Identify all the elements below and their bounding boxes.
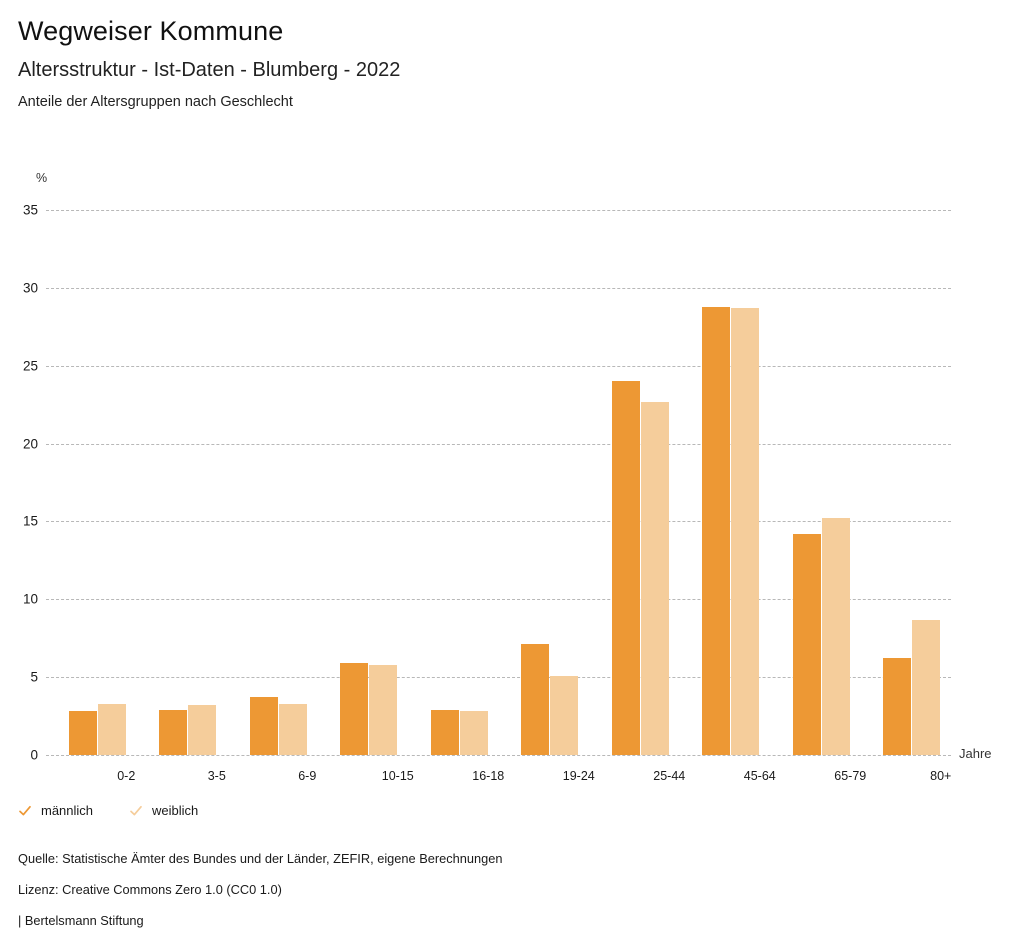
bar-weiblich-25-44[interactable] [640,401,669,755]
bar-weiblich-80+[interactable] [912,619,941,755]
gridline [46,210,951,211]
legend-item-label: männlich [41,803,94,818]
y-axis-tick-label: 5 [30,669,38,685]
bar-group: 19-24 [521,210,595,783]
bar-group: 6-9 [249,210,316,783]
bar-männlich-65-79[interactable] [792,533,821,755]
bar-group: 10-15 [340,210,414,783]
x-axis-tick-label: 45-64 [743,769,776,783]
bar-weiblich-0-2[interactable] [97,703,126,755]
bar-group: 45-64 [702,210,776,783]
bar-männlich-80+[interactable] [883,658,912,755]
y-axis-tick-label: 15 [22,513,38,529]
bar-männlich-6-9[interactable] [249,697,278,755]
bar-group: 25-44 [611,210,685,783]
chart-legend: männlich weiblich [18,803,198,818]
bar-group: 3-5 [159,210,226,783]
chart-header: Wegweiser Kommune Altersstruktur - Ist-D… [18,14,400,113]
bar-chart: % Jahre 0 5 10 15 20 25 30 35 0-2 3-5 6-9 10-15 16-… [0,171,992,783]
legend-item-männlich[interactable]: männlich [18,803,93,818]
bar-weiblich-6-9[interactable] [278,703,307,755]
x-axis-tick-label: 3-5 [207,769,226,783]
x-axis-tick-label: 25-44 [653,769,686,783]
x-axis-tick-label: 6-9 [298,769,317,783]
bar-weiblich-19-24[interactable] [550,675,579,755]
footer-source: Quelle: Statistische Ämter des Bundes un… [18,851,503,866]
y-axis-tick-label: 35 [22,202,38,218]
bar-group: 16-18 [430,210,504,783]
bar-weiblich-10-15[interactable] [369,664,398,755]
bar-männlich-45-64[interactable] [702,306,731,755]
gridline [46,599,951,601]
y-axis-unit-label: % [36,171,48,185]
bar-weiblich-3-5[interactable] [188,705,217,755]
y-axis-tick-label: 25 [22,358,38,374]
bar-männlich-3-5[interactable] [159,709,188,755]
gridline [46,287,951,289]
bar-group: 0-2 [68,210,135,783]
bar-group: 80+ [883,210,951,783]
bar-weiblich-45-64[interactable] [731,308,760,755]
chart-footer: Quelle: Statistische Ämter des Bundes un… [18,843,502,936]
x-axis-tick-label: 10-15 [381,769,414,783]
check-icon [129,804,143,818]
gridline [46,521,951,523]
x-axis-tick-label: 80+ [930,769,952,783]
gridline [46,677,951,679]
y-axis-ticks: 0 5 10 15 20 25 30 35 [0,203,38,763]
check-icon [18,804,32,818]
footer-publisher: | Bertelsmann Stiftung [18,913,144,928]
chart-description: Anteile der Altersgruppen nach Geschlech… [18,94,293,110]
bar-männlich-19-24[interactable] [521,644,550,755]
x-axis-tick-label: 19-24 [562,769,595,783]
y-axis-tick-label: 0 [30,747,38,763]
plot-gridlines [46,210,951,756]
bar-männlich-16-18[interactable] [430,709,459,755]
x-axis-tick-label: 16-18 [472,769,505,783]
y-axis-tick-label: 20 [22,436,38,452]
y-axis-tick-label: 30 [22,280,38,296]
x-axis-tick-label: 0-2 [117,769,136,783]
footer-license: Lizenz: Creative Commons Zero 1.0 (CC0 1… [18,882,282,897]
bar-weiblich-16-18[interactable] [459,711,488,755]
gridline [46,755,951,756]
chart-subtitle: Altersstruktur - Ist-Daten - Blumberg - … [18,59,401,81]
gridline [46,443,951,445]
legend-item-weiblich[interactable]: weiblich [129,803,198,818]
bar-männlich-25-44[interactable] [611,381,640,755]
bar-männlich-10-15[interactable] [340,663,369,755]
gridline [46,365,951,367]
page-title: Wegweiser Kommune [18,16,284,46]
bar-group: 65-79 [792,210,866,783]
x-axis-unit-label: Jahre [959,746,992,761]
x-axis-tick-label: 65-79 [834,769,867,783]
legend-item-label: weiblich [152,803,199,818]
y-axis-tick-label: 10 [22,591,38,607]
bar-männlich-0-2[interactable] [68,711,97,755]
bar-weiblich-65-79[interactable] [821,518,850,755]
bar-series-container: 0-2 3-5 6-9 10-15 16-18 19-24 25-44 45-64 65-79 8… [46,210,951,783]
